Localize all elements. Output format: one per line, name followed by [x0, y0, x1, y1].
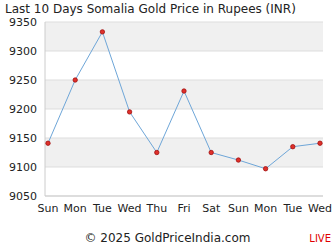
html-text:Last 10 Days Somalia Gold Pric: Last 10 Days Somalia Gold Price in Rupee… — [5, 2, 296, 16]
html-text:© 2025 GoldPriceIndia.com: © 2025 GoldPriceIndia.com — [84, 231, 251, 245]
svg-text:Wed: Wed — [308, 202, 327, 215]
svg-text:Thu: Thu — [145, 202, 167, 215]
svg-text:9250: 9250 — [9, 74, 37, 87]
svg-text:9150: 9150 — [9, 132, 37, 145]
svg-text:9200: 9200 — [9, 103, 37, 116]
svg-text:9300: 9300 — [9, 45, 37, 58]
svg-text:9100: 9100 — [9, 161, 37, 174]
svg-text:Sat: Sat — [202, 202, 221, 215]
svg-text:Tue: Tue — [282, 202, 302, 215]
svg-text:9350: 9350 — [9, 16, 37, 29]
svg-text:9050: 9050 — [9, 190, 37, 203]
svg-text:Sun: Sun — [38, 202, 59, 215]
svg-text:Mon: Mon — [254, 202, 277, 215]
svg-text:Fri: Fri — [177, 202, 190, 215]
html-text:LIVE: LIVE — [309, 233, 331, 244]
svg-text:Tue: Tue — [92, 202, 112, 215]
svg-text:Wed: Wed — [118, 202, 142, 215]
svg-text:Sun: Sun — [228, 202, 249, 215]
svg-text:Mon: Mon — [64, 202, 87, 215]
